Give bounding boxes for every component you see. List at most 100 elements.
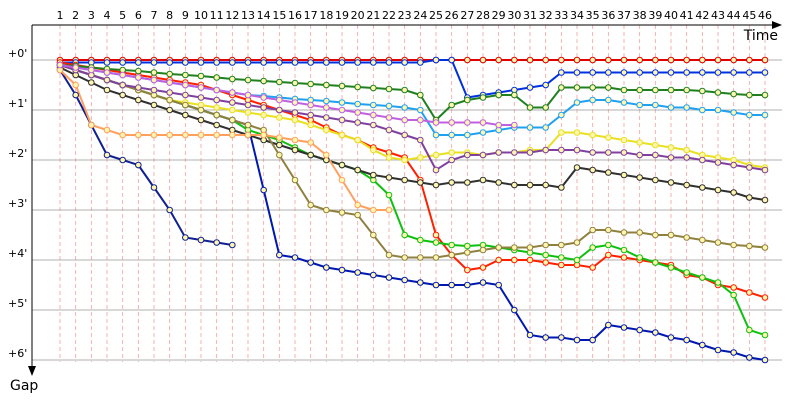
data-point <box>213 74 220 81</box>
data-point <box>260 131 267 139</box>
data-point <box>260 186 267 194</box>
data-point <box>542 181 549 189</box>
data-point <box>589 131 596 139</box>
data-point <box>746 91 753 99</box>
data-point <box>229 241 236 249</box>
data-point <box>620 254 628 261</box>
data-point <box>746 194 753 201</box>
series-line <box>60 59 765 99</box>
data-point <box>385 154 393 161</box>
x-tick-label: 37 <box>617 9 631 22</box>
data-point <box>119 71 126 79</box>
data-point <box>558 184 565 191</box>
data-point <box>542 146 549 154</box>
data-point <box>573 164 581 171</box>
data-point <box>636 326 643 334</box>
data-point <box>511 149 518 156</box>
data-point <box>135 161 142 169</box>
data-point <box>338 176 346 184</box>
y-tick-label: +4' <box>8 247 27 260</box>
data-point <box>558 334 565 341</box>
data-point <box>401 104 408 111</box>
data-point <box>229 106 236 114</box>
data-point <box>323 59 330 66</box>
y-tick-label: +0' <box>8 47 27 60</box>
data-point <box>448 56 455 64</box>
data-point <box>291 59 299 66</box>
x-tick-label: 42 <box>695 9 709 22</box>
data-point <box>605 226 612 234</box>
x-tick-label: 13 <box>241 9 255 22</box>
data-point <box>542 124 549 131</box>
data-point <box>417 136 424 144</box>
data-point <box>699 69 706 76</box>
data-point <box>323 126 330 134</box>
data-point <box>182 81 189 89</box>
data-point <box>558 261 565 269</box>
data-point <box>88 66 95 74</box>
data-point <box>182 91 189 99</box>
data-point <box>589 69 596 76</box>
data-point <box>667 179 675 186</box>
data-point <box>119 156 126 164</box>
data-point <box>197 94 205 101</box>
data-point <box>354 201 361 209</box>
data-point <box>605 241 612 249</box>
x-tick-label: 36 <box>601 9 615 22</box>
data-point <box>385 126 393 134</box>
data-point <box>620 56 628 64</box>
data-point <box>338 82 346 90</box>
data-point <box>714 69 722 76</box>
x-tick-label: 45 <box>742 9 756 22</box>
x-tick-label: 23 <box>398 9 412 22</box>
data-point <box>558 146 565 154</box>
data-point <box>354 166 361 174</box>
x-tick-label: 41 <box>680 9 694 22</box>
data-point <box>385 114 393 121</box>
data-point <box>667 144 675 151</box>
data-point <box>417 154 424 161</box>
data-point <box>103 69 111 76</box>
data-point <box>511 244 518 251</box>
data-point <box>119 81 126 89</box>
data-point <box>714 239 722 246</box>
data-point <box>526 149 534 156</box>
data-point <box>432 181 440 189</box>
data-point <box>542 334 549 341</box>
data-point <box>276 114 283 121</box>
data-point <box>761 166 769 174</box>
data-point <box>526 124 534 131</box>
x-tick-label: 4 <box>104 9 111 22</box>
data-point <box>699 184 706 191</box>
x-tick-label: 20 <box>351 9 365 22</box>
x-tick-label: 1 <box>57 9 64 22</box>
data-point <box>229 116 236 124</box>
series-line <box>59 61 766 299</box>
data-point <box>511 256 518 264</box>
x-tick-label: 22 <box>382 9 396 22</box>
data-point <box>150 86 158 94</box>
data-point <box>479 151 487 159</box>
data-point <box>495 121 502 129</box>
data-point <box>526 104 534 111</box>
data-point <box>385 191 393 199</box>
data-point <box>605 56 612 64</box>
x-tick-label: 19 <box>335 9 349 22</box>
x-tick-label: 21 <box>366 9 380 22</box>
x-tick-label: 16 <box>288 9 302 22</box>
data-point <box>119 91 126 99</box>
data-point <box>714 89 722 96</box>
data-point <box>276 59 283 66</box>
data-point <box>683 234 690 241</box>
data-point <box>448 101 455 109</box>
data-point <box>761 69 769 76</box>
data-point <box>761 111 769 119</box>
data-point <box>370 146 377 154</box>
data-point <box>291 99 299 106</box>
x-tick-label: 32 <box>539 9 553 22</box>
data-point <box>385 174 393 181</box>
data-point <box>526 181 534 189</box>
data-point <box>746 111 753 119</box>
data-point <box>479 94 487 101</box>
data-point <box>558 84 565 91</box>
